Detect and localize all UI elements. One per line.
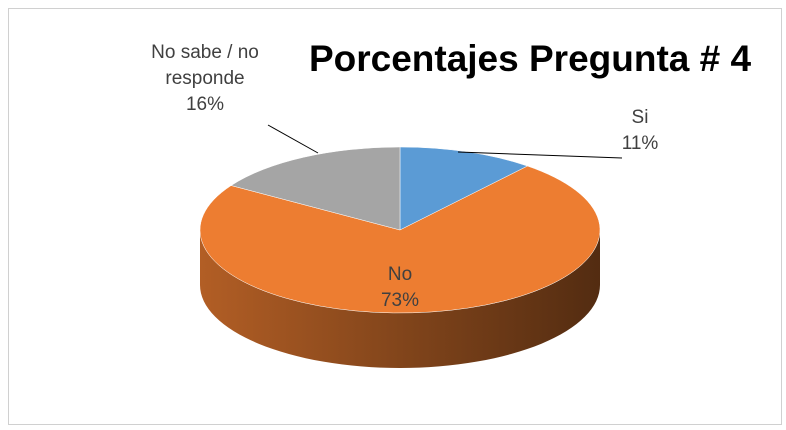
slice-label: No sabe / no responde 16%	[120, 40, 290, 118]
slice-value-label: 16%	[185, 94, 225, 115]
slice	[230, 146, 401, 231]
slice-value-label: 11%	[621, 133, 659, 154]
slice	[199, 165, 601, 314]
leader-line	[457, 151, 623, 159]
slice-category: No sabe / no responde	[151, 42, 259, 89]
slice-category: No	[387, 264, 413, 285]
slice-label: No 73%	[330, 262, 470, 314]
chart-title: Porcentajes Pregunta # 4	[308, 38, 752, 79]
slice-value-label: 73%	[380, 290, 420, 311]
slice-label: Si 11%	[600, 105, 680, 157]
slice-side	[200, 230, 600, 368]
slice-category: Si	[631, 107, 649, 128]
leader-line	[267, 124, 319, 154]
